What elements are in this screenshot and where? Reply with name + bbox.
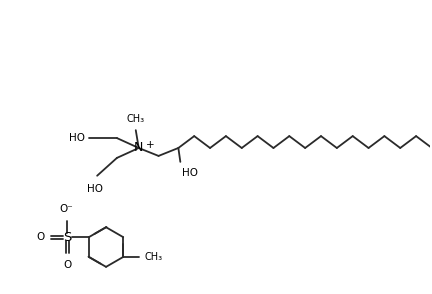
Text: S: S bbox=[63, 230, 71, 244]
Text: CH₃: CH₃ bbox=[127, 114, 145, 124]
Text: HO: HO bbox=[182, 168, 198, 178]
Text: O: O bbox=[63, 260, 71, 270]
Text: HO: HO bbox=[69, 133, 85, 143]
Text: O: O bbox=[36, 232, 44, 242]
Text: +: + bbox=[146, 140, 154, 150]
Text: HO: HO bbox=[87, 184, 103, 194]
Text: N: N bbox=[134, 141, 143, 154]
Text: O⁻: O⁻ bbox=[59, 204, 73, 214]
Text: CH₃: CH₃ bbox=[145, 252, 163, 262]
